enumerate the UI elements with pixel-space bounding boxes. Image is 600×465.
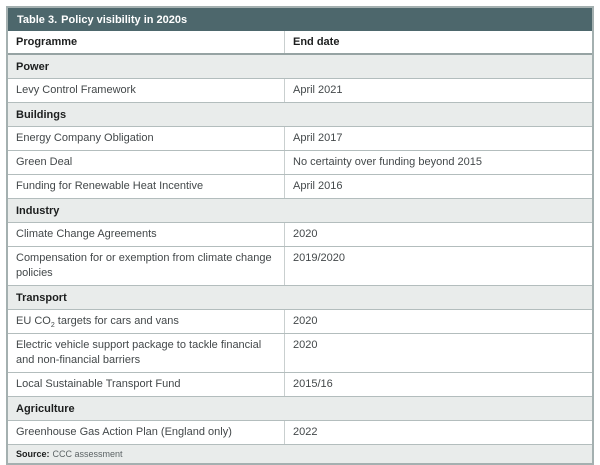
end-date-cell: 2019/2020 <box>284 246 592 286</box>
table-row: EU CO2 targets for cars and vans 2020 <box>8 309 592 334</box>
section-row-industry: Industry <box>8 198 592 223</box>
section-label: Agriculture <box>8 396 592 421</box>
section-row-transport: Transport <box>8 285 592 310</box>
source-label: Source: <box>16 449 50 459</box>
table-row: Greenhouse Gas Action Plan (England only… <box>8 420 592 445</box>
table-row: Local Sustainable Transport Fund 2015/16 <box>8 372 592 397</box>
section-label: Industry <box>8 198 592 223</box>
table-row: Climate Change Agreements 2020 <box>8 222 592 247</box>
section-row-buildings: Buildings <box>8 102 592 127</box>
programme-cell: EU CO2 targets for cars and vans <box>8 309 285 334</box>
end-date-cell: April 2017 <box>284 126 592 151</box>
section-label: Buildings <box>8 102 592 127</box>
column-header-end-date: End date <box>284 31 592 55</box>
table-title-text: Policy visibility in 2020s <box>61 13 188 26</box>
programme-cell: Electric vehicle support package to tack… <box>8 333 285 373</box>
section-row-agriculture: Agriculture <box>8 396 592 421</box>
programme-cell: Green Deal <box>8 150 285 175</box>
table-title-bar: Table 3. Policy visibility in 2020s <box>8 8 592 31</box>
source-text: CCC assessment <box>52 449 123 459</box>
table-row: Green Deal No certainty over funding beyo… <box>8 150 592 175</box>
table-number: Table 3. <box>17 13 58 26</box>
column-header-programme: Programme <box>8 31 285 55</box>
programme-cell: Compensation for or exemption from clima… <box>8 246 285 286</box>
end-date-cell: 2020 <box>284 309 592 334</box>
policy-table: Programme End date Power Levy Control Fra… <box>8 31 592 463</box>
table-row: Funding for Renewable Heat Incentive Apri… <box>8 174 592 199</box>
table-row: Energy Company Obligation April 2017 <box>8 126 592 151</box>
end-date-cell: 2020 <box>284 222 592 247</box>
section-label: Transport <box>8 285 592 310</box>
programme-cell: Local Sustainable Transport Fund <box>8 372 285 397</box>
table-row: Electric vehicle support package to tack… <box>8 333 592 373</box>
end-date-cell: 2015/16 <box>284 372 592 397</box>
policy-visibility-table: Table 3. Policy visibility in 2020s Prog… <box>6 6 594 465</box>
programme-cell: Energy Company Obligation <box>8 126 285 151</box>
table-row: Compensation for or exemption from clima… <box>8 246 592 286</box>
end-date-cell: April 2021 <box>284 78 592 103</box>
programme-cell: Funding for Renewable Heat Incentive <box>8 174 285 199</box>
programme-cell: Greenhouse Gas Action Plan (England only… <box>8 420 285 445</box>
end-date-cell: April 2016 <box>284 174 592 199</box>
end-date-cell: No certainty over funding beyond 2015 <box>284 150 592 175</box>
programme-cell: Climate Change Agreements <box>8 222 285 247</box>
section-label: Power <box>8 54 592 79</box>
end-date-cell: 2020 <box>284 333 592 373</box>
end-date-cell: 2022 <box>284 420 592 445</box>
programme-cell: Levy Control Framework <box>8 78 285 103</box>
section-row-power: Power <box>8 54 592 79</box>
column-header-row: Programme End date <box>8 31 592 55</box>
table-row: Levy Control Framework April 2021 <box>8 78 592 103</box>
